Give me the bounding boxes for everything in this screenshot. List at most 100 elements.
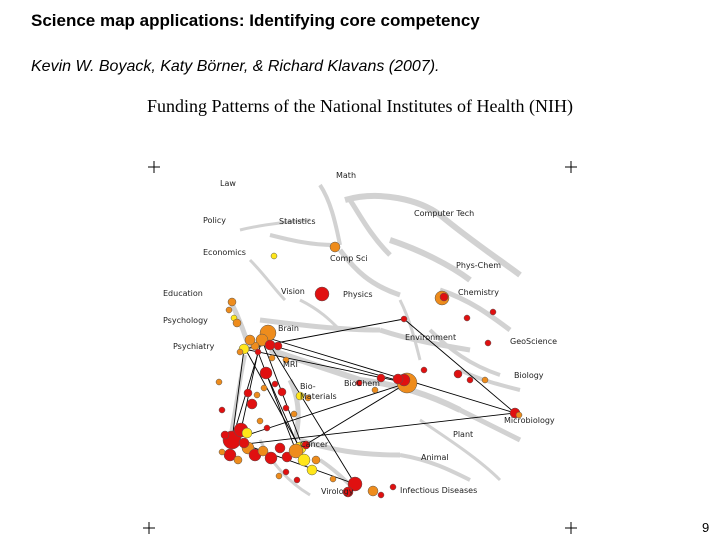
funding-node (311, 455, 321, 465)
funding-node (453, 369, 463, 379)
funding-node (273, 341, 283, 351)
funding-node (489, 308, 497, 316)
funding-node (347, 476, 363, 492)
funding-node (389, 483, 397, 491)
funding-node (233, 455, 243, 465)
funding-node (466, 376, 474, 384)
funding-node (400, 315, 408, 323)
funding-node (254, 348, 262, 356)
label-law: Law (220, 179, 236, 188)
label-infectious-diseases: Infectious Diseases (400, 486, 477, 495)
funding-node (297, 453, 311, 467)
funding-node (314, 286, 330, 302)
label-biomaterials: Bio- Materials (300, 382, 337, 401)
funding-node (246, 398, 258, 410)
funding-node (253, 391, 261, 399)
funding-node (264, 339, 276, 351)
funding-node (277, 387, 287, 397)
funding-node (481, 376, 489, 384)
funding-node (215, 378, 223, 386)
funding-node (288, 443, 304, 459)
funding-node (218, 448, 226, 456)
funding-node (329, 241, 341, 253)
label-physics: Physics (343, 290, 373, 299)
funding-node (227, 297, 237, 307)
funding-node (392, 373, 404, 385)
funding-node (232, 318, 242, 328)
label-microbiology: Microbiology (504, 416, 555, 425)
label-animal: Animal (421, 453, 449, 462)
funding-node (220, 430, 230, 440)
funding-node (271, 380, 279, 388)
slide-title: Science map applications: Identifying co… (31, 11, 480, 30)
funding-node (329, 475, 337, 483)
label-chemistry: Chemistry (458, 288, 499, 297)
label-math: Math (336, 171, 356, 180)
label-phys-chem: Phys-Chem (456, 261, 501, 270)
label-biomaterials-line1: Bio- (300, 382, 316, 391)
funding-node (225, 306, 233, 314)
funding-node (268, 354, 276, 362)
funding-node (463, 314, 471, 322)
label-psychiatry: Psychiatry (173, 342, 215, 351)
label-biology: Biology (514, 371, 544, 380)
map-title: Funding Patterns of the National Institu… (147, 96, 573, 116)
funding-node (290, 410, 298, 418)
funding-node (367, 485, 379, 497)
funding-node (377, 491, 385, 499)
funding-node (244, 334, 256, 346)
funding-node (275, 472, 283, 480)
funding-node (282, 404, 290, 412)
registration-marks (143, 161, 577, 534)
funding-node (218, 406, 226, 414)
funding-node (241, 427, 253, 439)
funding-node (355, 379, 363, 387)
funding-node (236, 348, 244, 356)
label-virology: Virology (321, 487, 354, 496)
funding-node (282, 468, 290, 476)
funding-node (295, 391, 305, 401)
funding-node (306, 464, 318, 476)
funding-node (256, 417, 264, 425)
label-psychology: Psychology (163, 316, 208, 325)
slide-authors: Kevin W. Boyack, Katy Börner, & Richard … (31, 58, 440, 75)
label-vision: Vision (281, 287, 305, 296)
funding-node (243, 388, 253, 398)
label-mri: MRI (283, 360, 298, 369)
funding-node (260, 384, 268, 392)
funding-node (282, 356, 290, 364)
funding-node (223, 448, 237, 462)
funding-node (439, 292, 449, 302)
funding-node (342, 486, 354, 498)
funding-node (484, 339, 492, 347)
funding-node (371, 386, 379, 394)
label-education: Education (163, 289, 203, 298)
label-computer-tech: Computer Tech (414, 209, 474, 218)
label-plant: Plant (453, 430, 473, 439)
funding-node (293, 476, 301, 484)
funding-node (301, 440, 311, 450)
funding-node (264, 451, 278, 465)
label-statistics: Statistics (279, 217, 316, 226)
funding-node (270, 252, 278, 260)
funding-node (274, 442, 286, 454)
label-geoscience: GeoScience (510, 337, 557, 346)
funding-node (376, 373, 386, 383)
label-biochem: BioChem (344, 379, 380, 388)
label-brain: Brain (278, 324, 299, 333)
funding-node (304, 394, 312, 402)
page-number: 9 (702, 520, 710, 535)
region-labels: Math Law Policy Statistics Computer Tech… (163, 171, 557, 496)
funding-node (238, 437, 250, 449)
funding-node (263, 424, 271, 432)
funding-node (259, 366, 273, 380)
label-cancer: Cancer (300, 440, 329, 449)
funding-node (255, 333, 269, 347)
funding-node (257, 445, 269, 457)
funding-nodes (215, 241, 523, 499)
label-environment: Environment (405, 333, 456, 342)
label-comp-sci: Comp Sci (330, 254, 368, 263)
label-economics: Economics (203, 248, 246, 257)
label-biomaterials-line2: Materials (300, 392, 337, 401)
